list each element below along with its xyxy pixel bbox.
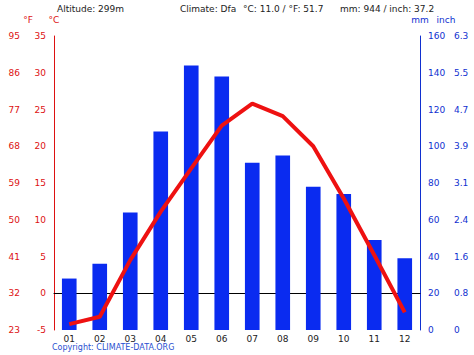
svg-text:15: 15 bbox=[35, 178, 46, 188]
svg-text:77: 77 bbox=[9, 105, 20, 115]
svg-text:07: 07 bbox=[247, 334, 258, 344]
svg-text:30: 30 bbox=[35, 68, 47, 78]
svg-text:10: 10 bbox=[35, 215, 47, 225]
svg-text:0: 0 bbox=[40, 288, 46, 298]
svg-text:100: 100 bbox=[428, 141, 445, 151]
svg-text:59: 59 bbox=[9, 178, 21, 188]
svg-text:02: 02 bbox=[94, 334, 105, 344]
svg-text:09: 09 bbox=[308, 334, 320, 344]
svg-text:60: 60 bbox=[428, 215, 440, 225]
svg-text:12: 12 bbox=[399, 334, 410, 344]
svg-text:01: 01 bbox=[64, 334, 75, 344]
svg-text:0: 0 bbox=[428, 325, 434, 335]
svg-text:23: 23 bbox=[9, 325, 20, 335]
svg-text:03: 03 bbox=[125, 334, 136, 344]
svg-text:3.1: 3.1 bbox=[454, 178, 468, 188]
svg-text:40: 40 bbox=[428, 252, 440, 262]
svg-text:05: 05 bbox=[186, 334, 197, 344]
svg-text:5.5: 5.5 bbox=[454, 68, 468, 78]
svg-text:4.7: 4.7 bbox=[454, 105, 468, 115]
svg-text:86: 86 bbox=[9, 68, 21, 78]
svg-text:41: 41 bbox=[9, 252, 20, 262]
svg-text:Climate: Dfa: Climate: Dfa bbox=[180, 4, 236, 14]
svg-text:95: 95 bbox=[9, 31, 20, 41]
svg-text:160: 160 bbox=[428, 31, 445, 41]
svg-text:0: 0 bbox=[454, 325, 460, 335]
svg-text:inch: inch bbox=[437, 15, 456, 25]
svg-text:25: 25 bbox=[35, 105, 46, 115]
svg-text:08: 08 bbox=[277, 334, 289, 344]
svg-text:3.9: 3.9 bbox=[454, 141, 469, 151]
svg-text:mm: mm bbox=[411, 15, 429, 25]
svg-text:11: 11 bbox=[369, 334, 380, 344]
svg-text:68: 68 bbox=[9, 141, 21, 151]
svg-text:6.3: 6.3 bbox=[454, 31, 468, 41]
svg-text:1.6: 1.6 bbox=[454, 252, 469, 262]
svg-text:2.4: 2.4 bbox=[454, 215, 469, 225]
svg-text:Copyright: CLIMATE-DATA.ORG: Copyright: CLIMATE-DATA.ORG bbox=[52, 343, 174, 352]
svg-text:06: 06 bbox=[216, 334, 228, 344]
svg-text:140: 140 bbox=[428, 68, 445, 78]
svg-text:20: 20 bbox=[428, 288, 440, 298]
svg-text:Altitude: 299m: Altitude: 299m bbox=[57, 4, 124, 14]
svg-text:°C: °C bbox=[49, 15, 60, 25]
svg-text:35: 35 bbox=[35, 31, 46, 41]
svg-text:120: 120 bbox=[428, 105, 445, 115]
svg-text:04: 04 bbox=[155, 334, 167, 344]
svg-text:10: 10 bbox=[338, 334, 350, 344]
svg-text:50: 50 bbox=[9, 215, 21, 225]
svg-text:20: 20 bbox=[35, 141, 47, 151]
svg-text:0.8: 0.8 bbox=[454, 288, 469, 298]
svg-text:-5: -5 bbox=[37, 325, 46, 335]
svg-text:80: 80 bbox=[428, 178, 440, 188]
svg-text:32: 32 bbox=[9, 288, 20, 298]
svg-text:°C: 11.0 / °F: 51.7: °C: 11.0 / °F: 51.7 bbox=[243, 4, 323, 14]
svg-text:mm: 944 / inch: 37.2: mm: 944 / inch: 37.2 bbox=[340, 4, 434, 14]
svg-text:°F: °F bbox=[23, 15, 33, 25]
svg-text:5: 5 bbox=[40, 252, 46, 262]
